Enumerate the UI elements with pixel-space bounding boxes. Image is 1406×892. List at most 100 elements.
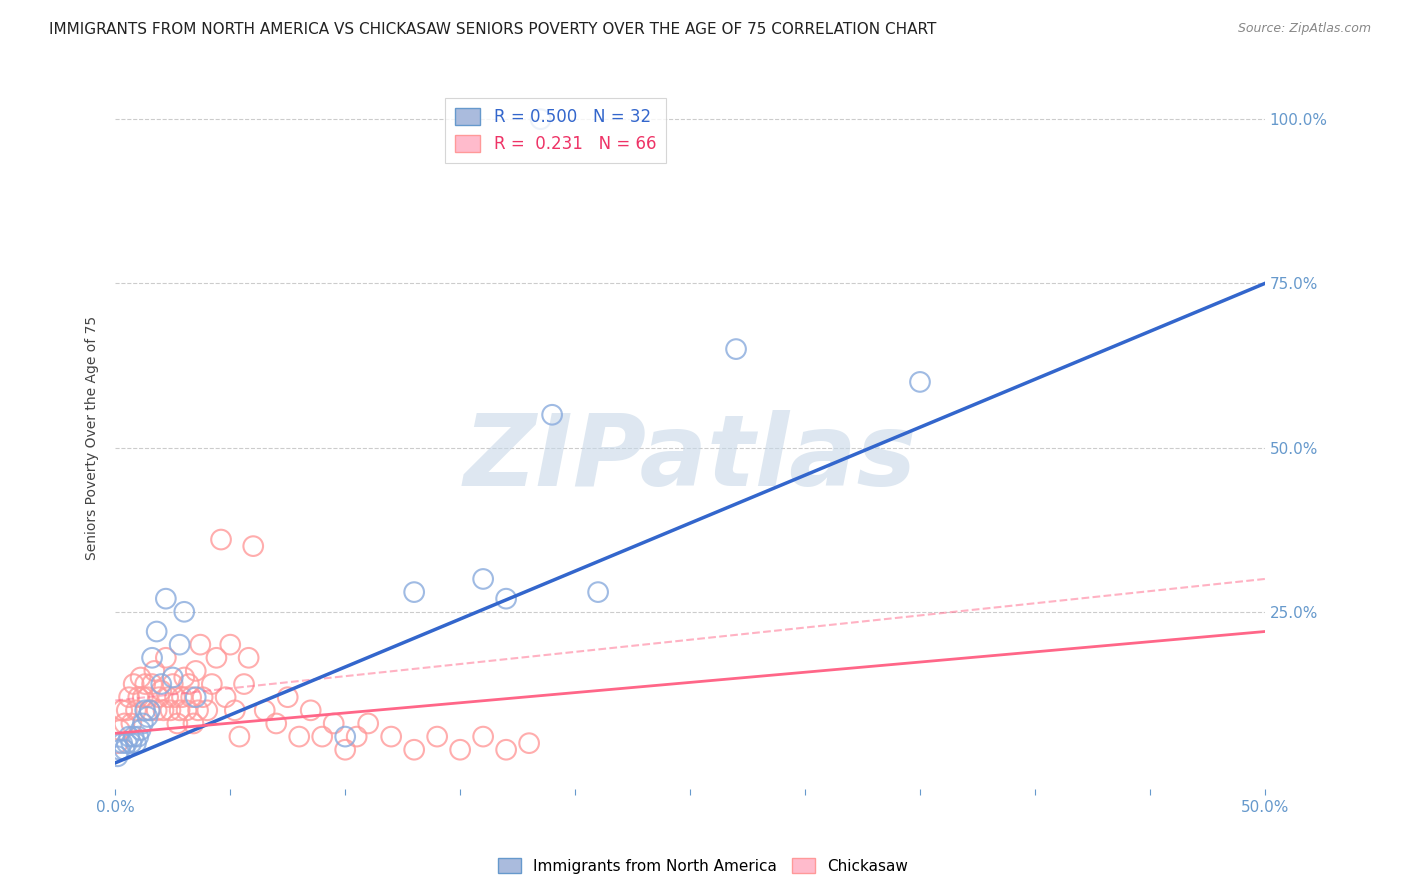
Point	[115, 736, 138, 750]
Point	[357, 716, 380, 731]
Point	[150, 677, 173, 691]
Point	[122, 677, 145, 691]
Point	[176, 703, 198, 717]
Point	[115, 703, 138, 717]
Point	[219, 638, 242, 652]
Point	[311, 730, 333, 744]
Point	[134, 703, 156, 717]
Point	[129, 671, 152, 685]
Point	[530, 112, 553, 127]
Point	[426, 730, 449, 744]
Point	[187, 703, 209, 717]
Point	[120, 736, 142, 750]
Point	[188, 638, 211, 652]
Legend: R = 0.500   N = 32, R =  0.231   N = 66: R = 0.500 N = 32, R = 0.231 N = 66	[446, 98, 666, 163]
Point	[169, 638, 191, 652]
Point	[238, 650, 260, 665]
Point	[136, 690, 159, 705]
Point	[228, 730, 250, 744]
Point	[162, 671, 184, 685]
Point	[118, 730, 141, 744]
Point	[159, 703, 181, 717]
Point	[277, 690, 299, 705]
Point	[214, 690, 236, 705]
Text: ZIPatlas: ZIPatlas	[464, 410, 917, 508]
Point	[209, 533, 232, 547]
Point	[127, 730, 149, 744]
Point	[170, 690, 193, 705]
Point	[132, 690, 155, 705]
Point	[449, 743, 471, 757]
Point	[111, 703, 134, 717]
Point	[107, 749, 129, 764]
Point	[155, 591, 177, 606]
Point	[201, 677, 224, 691]
Point	[152, 703, 174, 717]
Point	[134, 677, 156, 691]
Point	[205, 650, 228, 665]
Point	[145, 703, 167, 717]
Point	[114, 743, 136, 757]
Point	[157, 690, 180, 705]
Point	[233, 677, 256, 691]
Text: Source: ZipAtlas.com: Source: ZipAtlas.com	[1237, 22, 1371, 36]
Point	[335, 743, 357, 757]
Point	[191, 690, 214, 705]
Point	[517, 736, 540, 750]
Point	[141, 677, 163, 691]
Point	[908, 375, 931, 389]
Point	[725, 342, 748, 356]
Point	[155, 650, 177, 665]
Point	[495, 591, 517, 606]
Point	[114, 716, 136, 731]
Point	[125, 736, 148, 750]
Point	[346, 730, 368, 744]
Point	[335, 730, 357, 744]
Point	[111, 736, 134, 750]
Point	[143, 664, 166, 678]
Point	[404, 743, 426, 757]
Point	[195, 703, 218, 717]
Point	[165, 690, 187, 705]
Point	[380, 730, 402, 744]
Point	[118, 690, 141, 705]
Point	[253, 703, 276, 717]
Point	[141, 650, 163, 665]
Legend: Immigrants from North America, Chickasaw: Immigrants from North America, Chickasaw	[492, 852, 914, 880]
Point	[150, 683, 173, 698]
Point	[184, 690, 207, 705]
Point	[125, 703, 148, 717]
Point	[184, 664, 207, 678]
Point	[173, 671, 195, 685]
Point	[122, 730, 145, 744]
Point	[139, 703, 162, 717]
Point	[541, 408, 564, 422]
Point	[180, 690, 202, 705]
Point	[120, 716, 142, 731]
Point	[127, 690, 149, 705]
Point	[148, 690, 170, 705]
Point	[129, 723, 152, 737]
Point	[108, 743, 131, 757]
Point	[145, 624, 167, 639]
Point	[495, 743, 517, 757]
Point	[107, 736, 129, 750]
Point	[224, 703, 246, 717]
Point	[177, 677, 200, 691]
Point	[242, 539, 264, 553]
Point	[136, 710, 159, 724]
Y-axis label: Seniors Poverty Over the Age of 75: Seniors Poverty Over the Age of 75	[86, 316, 100, 560]
Point	[404, 585, 426, 599]
Point	[132, 716, 155, 731]
Point	[472, 730, 495, 744]
Point	[299, 703, 322, 717]
Text: IMMIGRANTS FROM NORTH AMERICA VS CHICKASAW SENIORS POVERTY OVER THE AGE OF 75 CO: IMMIGRANTS FROM NORTH AMERICA VS CHICKAS…	[49, 22, 936, 37]
Point	[139, 703, 162, 717]
Point	[322, 716, 344, 731]
Point	[166, 716, 188, 731]
Point	[288, 730, 311, 744]
Point	[108, 723, 131, 737]
Point	[586, 585, 609, 599]
Point	[173, 605, 195, 619]
Point	[183, 716, 205, 731]
